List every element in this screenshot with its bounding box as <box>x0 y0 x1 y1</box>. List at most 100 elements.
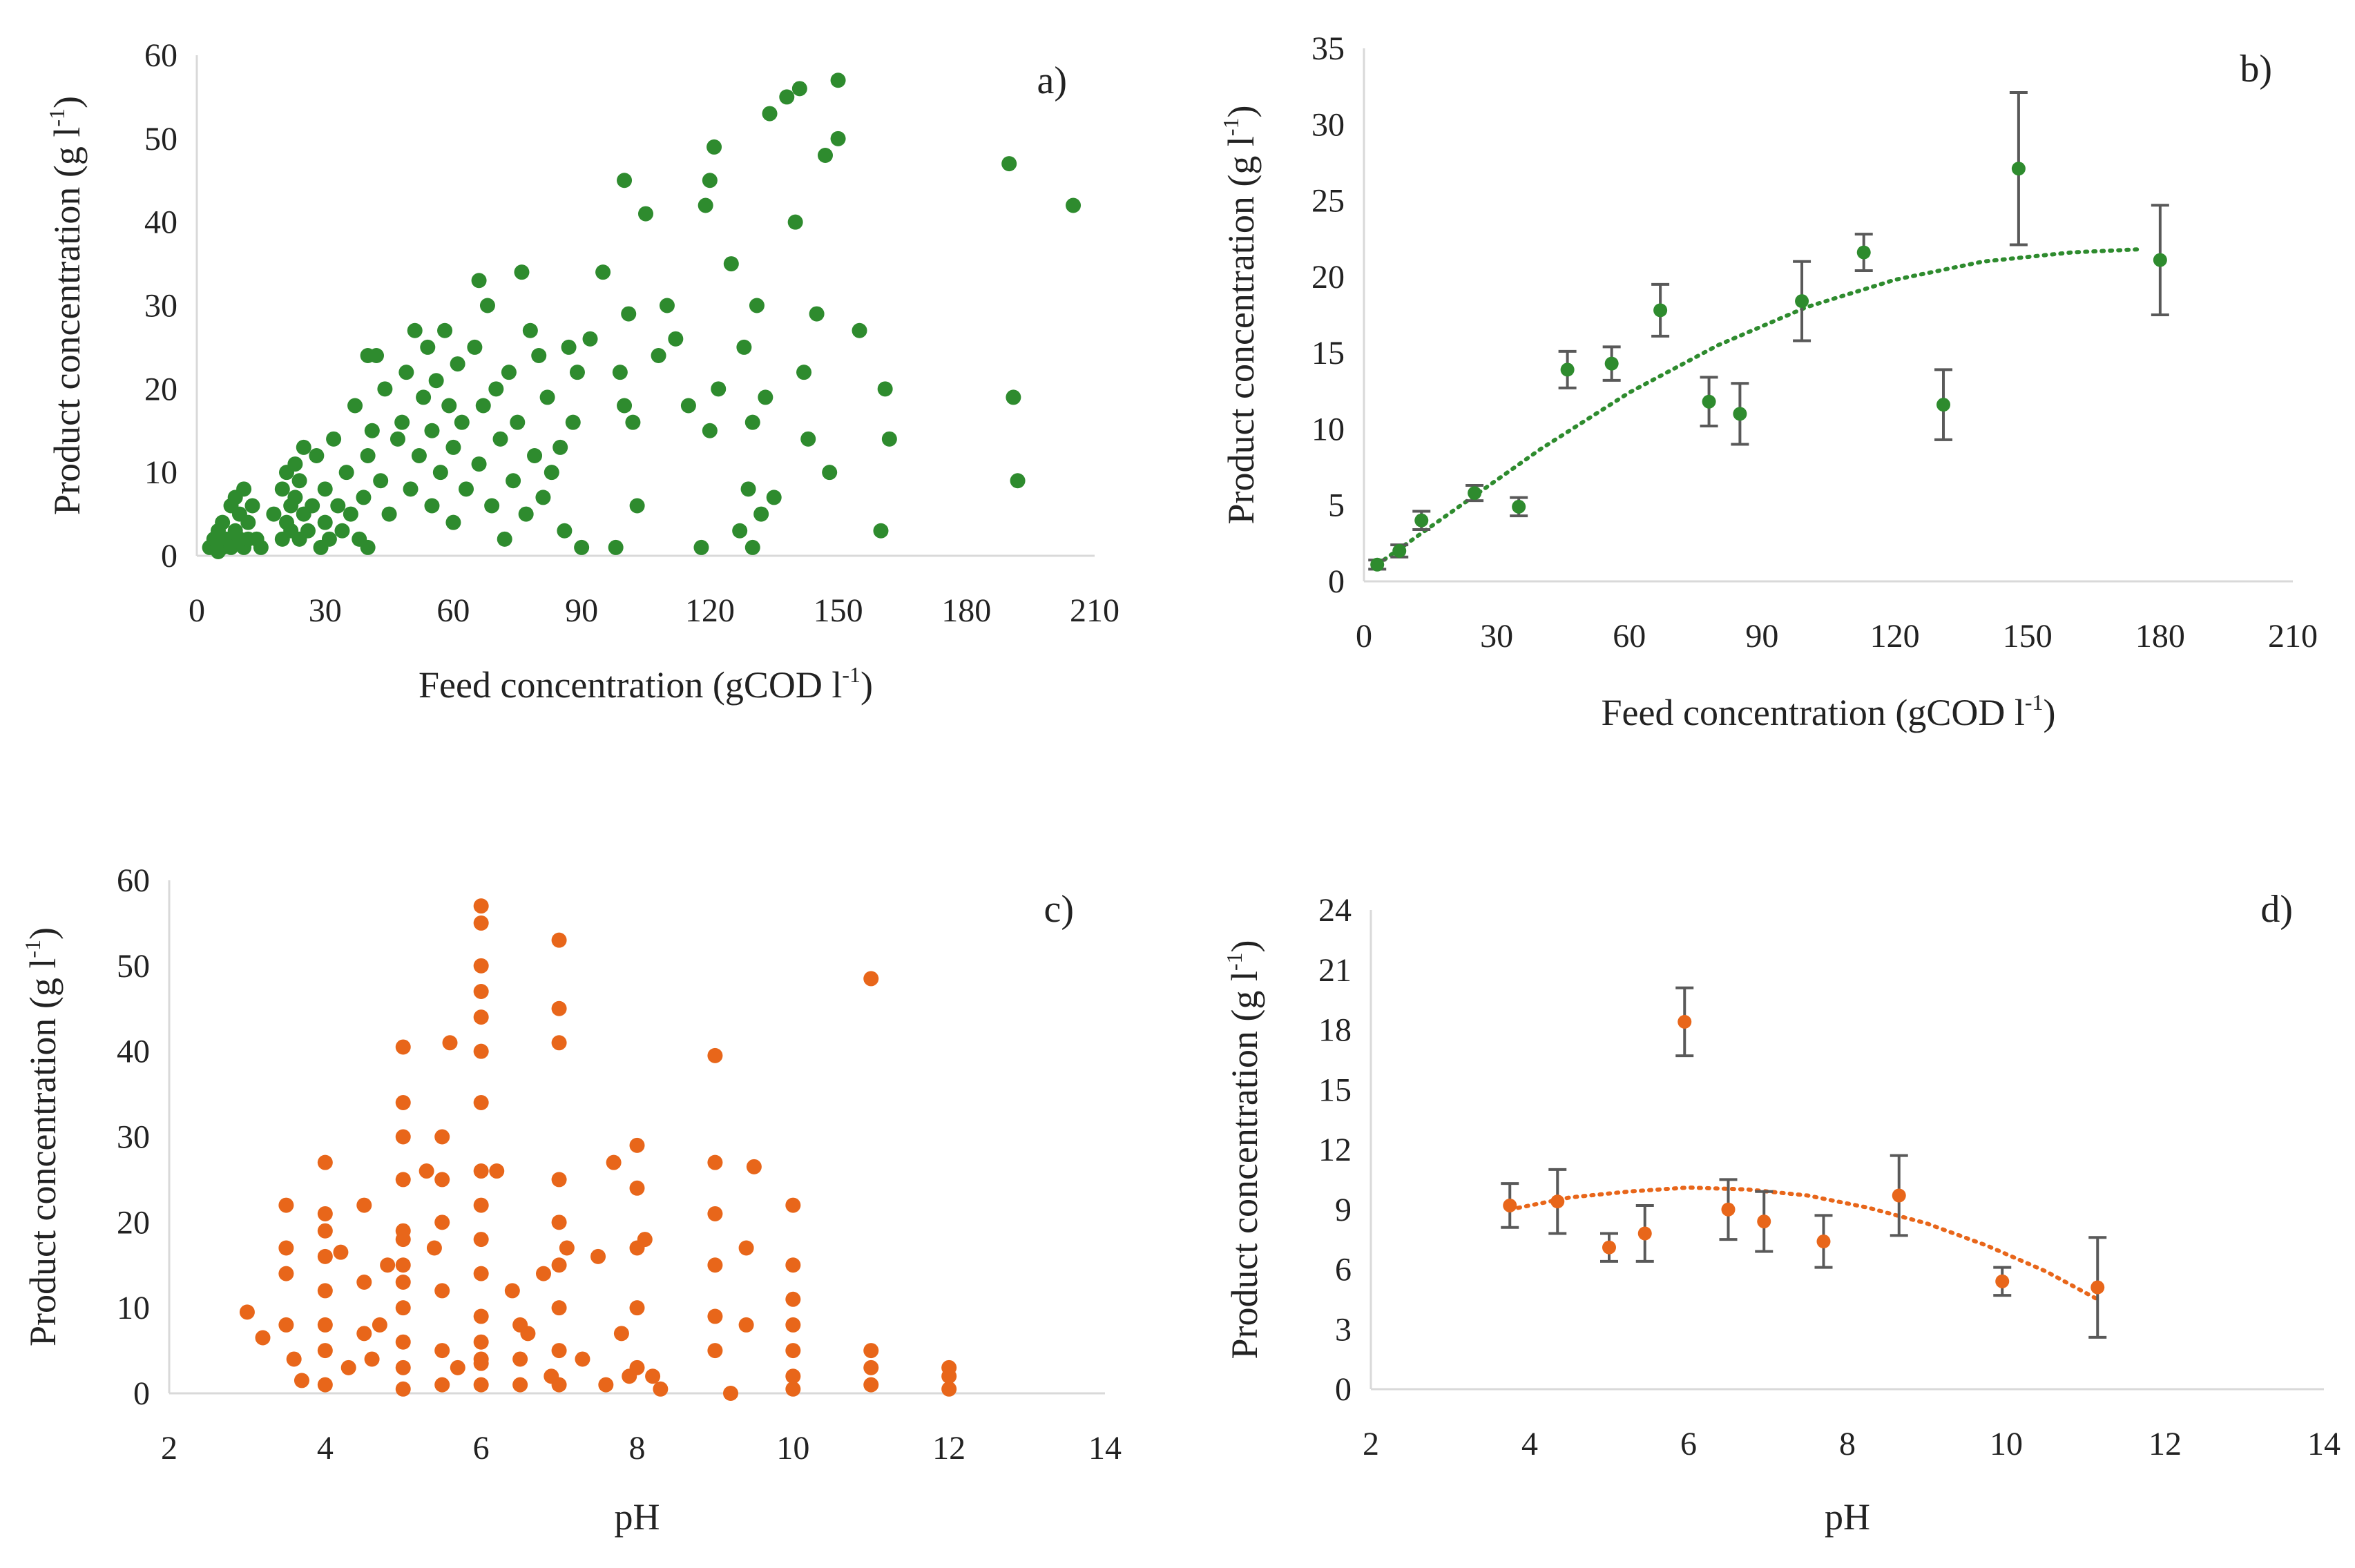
data-point <box>1392 543 1407 558</box>
data-point <box>863 1343 879 1359</box>
data-point <box>629 1137 645 1153</box>
data-point <box>702 173 718 188</box>
data-point <box>395 1334 411 1350</box>
data-point <box>702 423 718 438</box>
data-point <box>637 1232 653 1248</box>
trend-line <box>1375 247 2140 567</box>
data-point <box>489 1163 505 1179</box>
data-point <box>1936 398 1951 412</box>
data-point <box>300 523 316 539</box>
data-point <box>557 523 573 539</box>
data-point <box>1066 197 1082 213</box>
y-tick-label: 35 <box>1311 30 1345 67</box>
data-point <box>445 439 461 455</box>
data-point <box>398 365 414 380</box>
data-point <box>424 498 440 514</box>
data-point <box>459 481 474 497</box>
x-tick-label: 2 <box>161 1430 177 1467</box>
data-point <box>473 898 489 914</box>
data-point <box>582 331 598 347</box>
data-point <box>621 306 637 322</box>
panel-a: 0 30 60 90 120 150 180 210 0 10 20 30 40 50 60 Feed con… <box>44 37 1119 706</box>
y-tick-label: 50 <box>144 121 177 157</box>
x-tick-label: 8 <box>1839 1426 1856 1462</box>
data-point <box>625 414 641 430</box>
data-point <box>527 448 543 463</box>
data-point <box>473 1355 489 1371</box>
data-point <box>753 506 769 522</box>
data-point <box>785 1291 801 1307</box>
data-point <box>317 514 333 530</box>
data-point <box>740 481 756 497</box>
data-point <box>551 1300 567 1316</box>
data-point <box>287 490 303 505</box>
data-point <box>309 448 325 463</box>
trend-line <box>1508 1185 2100 1301</box>
x-tick-label: 2 <box>1363 1426 1379 1462</box>
data-point <box>473 1094 489 1110</box>
data-point <box>693 539 709 555</box>
data-point <box>1602 1240 1616 1255</box>
data-point <box>403 481 419 497</box>
data-point <box>744 414 760 430</box>
data-point <box>475 398 491 414</box>
data-point <box>343 506 358 522</box>
panel-c: 2 4 6 8 10 12 14 0 10 20 30 40 50 60 pH Product concent… <box>20 862 1122 1538</box>
data-point <box>434 1214 450 1230</box>
panel-label: b) <box>2240 48 2272 90</box>
x-tick-label: 210 <box>2268 618 2318 655</box>
data-point <box>617 173 633 188</box>
y-tick-label: 3 <box>1335 1311 1352 1348</box>
data-point <box>426 1240 442 1256</box>
data-point <box>317 1317 333 1333</box>
data-point <box>450 1359 465 1375</box>
x-tick-label: 210 <box>1070 592 1119 629</box>
data-point <box>278 1317 294 1333</box>
data-point <box>785 1381 801 1397</box>
data-point <box>467 339 483 355</box>
data-point <box>434 1343 450 1359</box>
data-point <box>746 1159 762 1174</box>
data-point <box>473 1308 489 1324</box>
data-point <box>434 1172 450 1188</box>
x-axis-title: Feed concentration (gCOD l-1) <box>419 662 873 706</box>
data-point <box>1560 362 1575 377</box>
y-tick-label: 60 <box>117 862 150 899</box>
data-point <box>787 214 803 230</box>
data-point <box>395 1172 411 1188</box>
data-point <box>296 439 311 455</box>
data-point <box>240 514 256 530</box>
data-point <box>395 1129 411 1145</box>
data-point <box>881 431 897 447</box>
data-point <box>407 322 423 338</box>
data-point <box>645 1368 661 1384</box>
data-point <box>473 1377 489 1393</box>
data-point <box>863 1359 879 1375</box>
data-point <box>785 1343 801 1359</box>
data-point <box>559 1240 575 1256</box>
data-point <box>680 398 696 414</box>
data-point <box>1856 245 1871 260</box>
data-point <box>785 1197 801 1213</box>
data-point <box>239 1304 255 1320</box>
data-point <box>373 473 389 489</box>
data-point <box>1010 473 1026 489</box>
data-point <box>822 465 838 481</box>
data-point <box>863 1377 879 1393</box>
data-point <box>473 1266 489 1281</box>
data-point <box>497 531 512 547</box>
data-point <box>606 1154 622 1170</box>
data-point <box>738 1240 754 1256</box>
y-tick-label: 12 <box>1318 1132 1352 1168</box>
data-point <box>668 331 684 347</box>
data-point <box>830 72 846 88</box>
data-point <box>608 539 624 555</box>
x-tick-label: 12 <box>2149 1426 2182 1462</box>
y-axis-title: Product concentration (g l-1) <box>44 96 88 515</box>
panel-label: c) <box>1044 888 1074 931</box>
data-point <box>762 106 778 122</box>
data-point <box>551 1257 567 1273</box>
data-point <box>520 1326 536 1342</box>
data-point <box>512 1351 528 1367</box>
data-point <box>651 348 666 363</box>
